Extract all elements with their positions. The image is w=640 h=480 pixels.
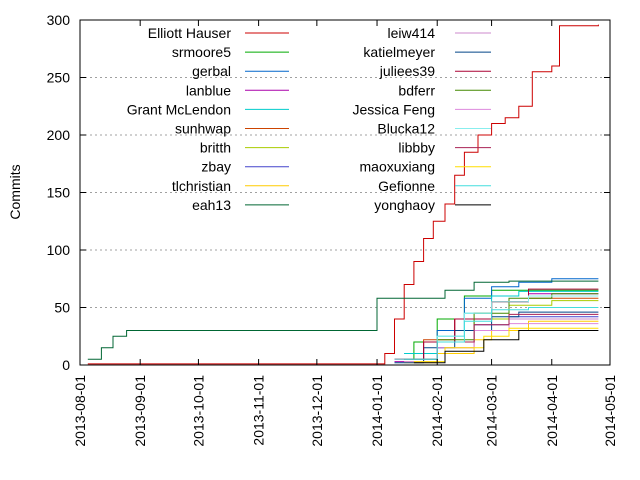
legend-label-2: gerbal	[192, 63, 231, 79]
x-tick-label-2: 2013-10-01	[190, 375, 206, 447]
series-line-18	[404, 307, 599, 360]
legend-label-8: tlchristian	[172, 178, 231, 194]
legend-label-6: britth	[200, 140, 231, 156]
series-line-2	[404, 278, 599, 354]
y-tick-label-6: 300	[47, 12, 71, 28]
y-tick-label-1: 50	[54, 300, 70, 316]
series-lines	[87, 24, 599, 365]
x-tick-label-1: 2013-09-01	[132, 375, 148, 447]
legend-label-9: eah13	[192, 197, 231, 213]
series-line-11	[394, 311, 599, 364]
legend-label-0: Elliott Hauser	[148, 25, 232, 41]
grid	[80, 77, 610, 308]
y-tick-label-0: 0	[62, 357, 70, 373]
y-tick-label-4: 200	[47, 127, 71, 143]
legend-label-12: juliees39	[379, 63, 435, 79]
legend-label-10: leiw414	[388, 25, 436, 41]
series-line-7	[394, 316, 599, 360]
y-tick-label-5: 250	[47, 70, 71, 86]
x-tick-label-7: 2014-03-01	[484, 375, 500, 447]
series-line-0	[87, 24, 599, 365]
series-line-15	[394, 295, 599, 360]
x-tick-label-9: 2014-05-01	[602, 375, 618, 447]
y-tick-label-2: 100	[47, 242, 71, 258]
series-line-9	[87, 280, 599, 360]
x-tick-label-3: 2013-11-01	[251, 375, 267, 446]
legend-label-1: srmoore5	[172, 44, 231, 60]
x-tick-label-4: 2013-12-01	[309, 375, 325, 447]
legend-label-19: yonghaoy	[374, 197, 435, 213]
legend-label-16: libbby	[398, 140, 435, 156]
series-line-14	[404, 323, 599, 363]
legend-label-7: zbay	[201, 159, 231, 175]
series-line-13	[404, 293, 599, 360]
x-tick-label-5: 2014-01-01	[369, 375, 385, 447]
x-tick-label-6: 2014-02-01	[429, 375, 445, 447]
legend-label-15: Blucka12	[377, 121, 435, 137]
series-line-12	[394, 288, 599, 360]
y-axis-title: Commits	[7, 164, 23, 219]
legend-label-11: katielmeyer	[363, 44, 435, 60]
series-line-17	[413, 327, 599, 363]
x-tick-label-0: 2013-08-01	[72, 375, 88, 447]
legend-label-3: lanblue	[186, 82, 231, 98]
legend-label-14: Jessica Feng	[353, 101, 435, 117]
x-tick-label-8: 2014-04-01	[544, 375, 560, 447]
series-line-3	[394, 293, 599, 363]
legend-label-18: Gefionne	[378, 178, 435, 194]
legend: Elliott Hauser srmoore5 gerbal lanblue Grant…	[127, 25, 491, 213]
axis-ticks: 0 50 100 150 200 250 300 2013-08-01 2013-09-01 20…	[47, 12, 618, 447]
legend-label-4: Grant McLendon	[127, 101, 231, 117]
legend-label-17: maoxuxiang	[360, 159, 436, 175]
legend-label-13: bdferr	[398, 82, 435, 98]
y-tick-label-3: 150	[47, 185, 71, 201]
series-line-19	[413, 330, 599, 364]
legend-label-5: sunhwap	[175, 121, 231, 137]
